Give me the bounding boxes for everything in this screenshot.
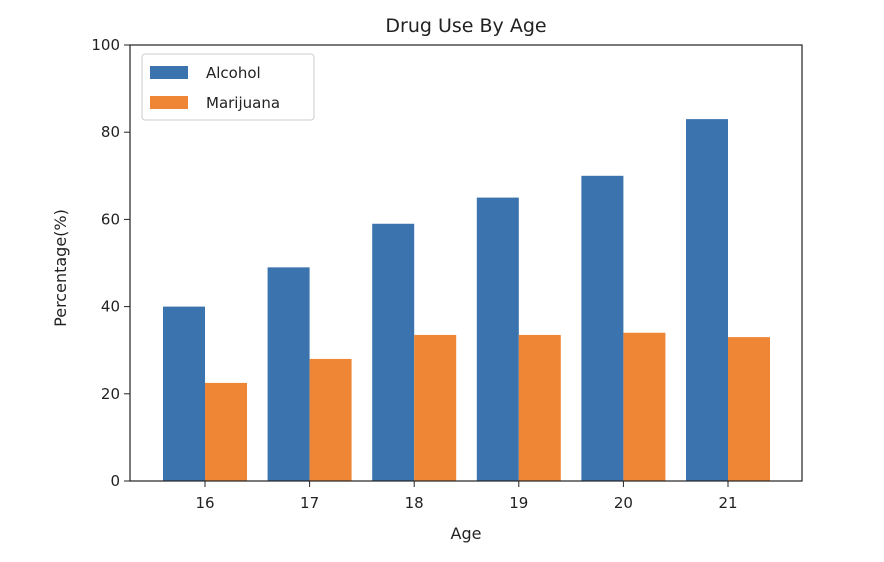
bar-marijuana-20 xyxy=(623,332,666,481)
bar-marijuana-19 xyxy=(518,334,561,481)
bar-alcohol-16 xyxy=(163,306,205,481)
x-tick-label: 16 xyxy=(195,494,214,512)
x-tick-label: 18 xyxy=(405,494,424,512)
bars-group xyxy=(163,119,770,482)
y-tick-label: 80 xyxy=(101,123,120,141)
y-tick-label: 40 xyxy=(101,298,120,316)
bar-alcohol-20 xyxy=(581,175,624,482)
x-tick-label: 20 xyxy=(614,494,633,512)
bar-alcohol-17 xyxy=(267,267,310,481)
bar-alcohol-21 xyxy=(686,119,728,482)
bar-alcohol-19 xyxy=(476,197,519,481)
plot-frame xyxy=(129,44,803,482)
bar-marijuana-21 xyxy=(728,337,770,481)
bar-marijuana-17 xyxy=(309,358,352,481)
y-tick-label: 0 xyxy=(110,472,120,490)
y-tick-label: 60 xyxy=(101,210,120,228)
legend-label-alcohol: Alcohol xyxy=(206,64,261,82)
legend-label-marijuana: Marijuana xyxy=(206,94,280,112)
y-tick-label: 20 xyxy=(101,385,120,403)
y-tick-label: 100 xyxy=(91,36,120,54)
bar-marijuana-18 xyxy=(414,334,457,481)
y-axis-ticks: 0 20 40 60 80 100 xyxy=(91,36,130,490)
bar-alcohol-18 xyxy=(372,223,415,481)
bar-marijuana-16 xyxy=(205,382,247,481)
legend-swatch-marijuana xyxy=(150,96,188,109)
x-tick-label: 21 xyxy=(718,494,737,512)
x-tick-label: 19 xyxy=(509,494,528,512)
x-tick-label: 17 xyxy=(300,494,319,512)
x-axis-ticks: 16 17 18 19 20 21 xyxy=(195,481,738,512)
legend-swatch-alcohol xyxy=(150,66,188,79)
legend: Alcohol Marijuana xyxy=(141,53,315,121)
y-axis-title: Percentage(%) xyxy=(51,209,70,327)
chart-title: Drug Use By Age xyxy=(385,15,546,37)
x-axis-title: Age xyxy=(451,524,482,543)
